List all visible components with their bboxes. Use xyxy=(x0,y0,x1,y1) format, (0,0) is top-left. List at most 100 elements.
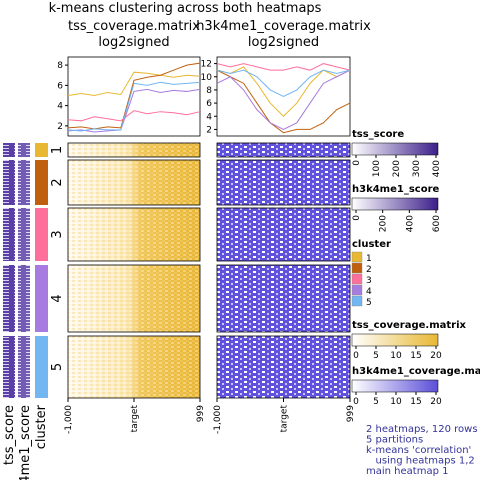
h3k4me1-score-slice xyxy=(18,160,30,205)
legend-tick-label: 0 xyxy=(353,351,359,361)
h3k4me1-score-slice xyxy=(18,143,30,157)
legend-tick-label: 200 xyxy=(379,215,389,232)
legend-tick-label: 0 xyxy=(352,215,362,221)
profile-line xyxy=(67,62,201,130)
x-tick-label: target xyxy=(280,405,290,433)
tss-score-slice xyxy=(3,265,15,332)
y-tick-label: 10 xyxy=(201,73,213,83)
info-line: 5 partitions xyxy=(366,435,423,446)
tss-score-slice xyxy=(3,336,15,398)
annotation-label: cluster xyxy=(34,404,49,449)
legend-title: tss_score xyxy=(352,129,404,140)
row-title: 3 xyxy=(50,230,65,238)
x-tick-label: target xyxy=(130,405,140,433)
legend-item: 5 xyxy=(366,298,372,308)
y-tick-label: 12 xyxy=(201,60,212,70)
heatmap-texture xyxy=(68,336,200,398)
heatmap-slice xyxy=(217,208,350,261)
slice-border xyxy=(216,264,351,333)
legend-swatch xyxy=(351,251,363,263)
legend-tick-label: 100 xyxy=(372,160,382,177)
y-tick-label: 6 xyxy=(206,99,212,109)
heatmap-slice xyxy=(217,143,350,157)
profile-line xyxy=(216,69,351,130)
legend-tick-label: 600 xyxy=(432,215,442,232)
legend-item: 3 xyxy=(366,276,372,286)
y-tick-label: 4 xyxy=(206,112,212,122)
slice-border xyxy=(67,142,201,158)
heatmap-title: tss_coverage.matrix xyxy=(68,19,200,34)
info-line: using heatmaps 1,2 xyxy=(366,456,475,467)
profile-line xyxy=(67,110,201,122)
legend-title: h3k4me1_score xyxy=(352,184,440,195)
heatmap-subtitle: log2signed xyxy=(248,35,319,50)
y-tick-label: 2 xyxy=(206,125,212,135)
heatmap-subtitle: log2signed xyxy=(98,35,169,50)
heatmap-texture xyxy=(68,208,200,261)
legend-tick-label: 10 xyxy=(390,397,402,407)
legend-title: cluster xyxy=(352,239,391,250)
legend-tick-label: 200 xyxy=(392,160,402,177)
heatmap-texture xyxy=(68,265,200,332)
annotation-label: h3k4me1_score xyxy=(18,405,33,480)
tss-score-slice xyxy=(3,208,15,261)
legend-tick-label: 5 xyxy=(373,351,379,361)
row-title: 5 xyxy=(50,363,65,371)
legend-tick-label: 15 xyxy=(410,351,421,361)
legend-tick-label: 0 xyxy=(352,160,362,166)
profile-line xyxy=(216,66,351,117)
legend-swatch xyxy=(351,262,363,274)
cluster-slice xyxy=(35,265,48,332)
x-tick-label: -1,000 xyxy=(64,405,74,434)
y-tick-label: 8 xyxy=(57,61,63,71)
y-tick-label: 6 xyxy=(57,81,63,91)
profile-line xyxy=(67,81,201,132)
heatmap-texture xyxy=(68,160,200,205)
profile-line xyxy=(216,63,351,71)
y-tick-label: 2 xyxy=(57,122,63,132)
legend-bar xyxy=(351,379,439,393)
legend-tick-label: 20 xyxy=(430,397,442,407)
cluster-slice xyxy=(35,336,48,398)
legend-tick-label: 400 xyxy=(405,215,415,232)
cluster-slice xyxy=(35,160,48,205)
slice-border xyxy=(216,159,351,206)
y-tick-label: 4 xyxy=(57,102,63,112)
cluster-slice xyxy=(35,208,48,261)
legend-bar xyxy=(351,142,439,156)
legend-tick-label: 20 xyxy=(430,351,442,361)
slice-border xyxy=(216,142,351,158)
legend-tick-label: 400 xyxy=(432,160,442,177)
profile-line xyxy=(67,71,201,96)
slice-border xyxy=(67,159,201,206)
profile-frame xyxy=(67,56,201,137)
legend-item: 4 xyxy=(366,287,372,297)
heatmap-slice xyxy=(217,265,350,332)
heatmap-title: h3k4me1_coverage.matrix xyxy=(196,19,371,34)
tss-score-slice xyxy=(3,160,15,205)
legend-tick-label: 0 xyxy=(353,397,359,407)
legend-tick-label: 10 xyxy=(390,351,402,361)
info-line: k-means 'correlation' xyxy=(366,445,471,456)
legend-item: 2 xyxy=(366,265,372,275)
h3k4me1-score-slice xyxy=(18,208,30,261)
row-title: 1 xyxy=(50,146,65,154)
y-tick-label: 8 xyxy=(206,86,212,96)
slice-border xyxy=(67,264,201,333)
legend-bar xyxy=(351,333,439,347)
heatmap-texture xyxy=(68,143,200,157)
legend-bar xyxy=(351,197,439,211)
x-tick-label: -1,000 xyxy=(213,405,223,434)
profile-line xyxy=(216,69,351,98)
info-line: 2 heatmaps, 120 rows xyxy=(366,424,478,435)
row-title: 4 xyxy=(50,294,65,302)
legend-title: tss_coverage.matrix xyxy=(352,320,467,331)
h3k4me1-score-slice xyxy=(18,265,30,332)
profile-line xyxy=(67,88,201,133)
legend-swatch xyxy=(351,284,363,296)
annotation-label: tss_score xyxy=(2,405,17,465)
legend-swatch xyxy=(351,295,363,307)
heatmap-slice xyxy=(217,336,350,398)
profile-line xyxy=(216,69,351,134)
